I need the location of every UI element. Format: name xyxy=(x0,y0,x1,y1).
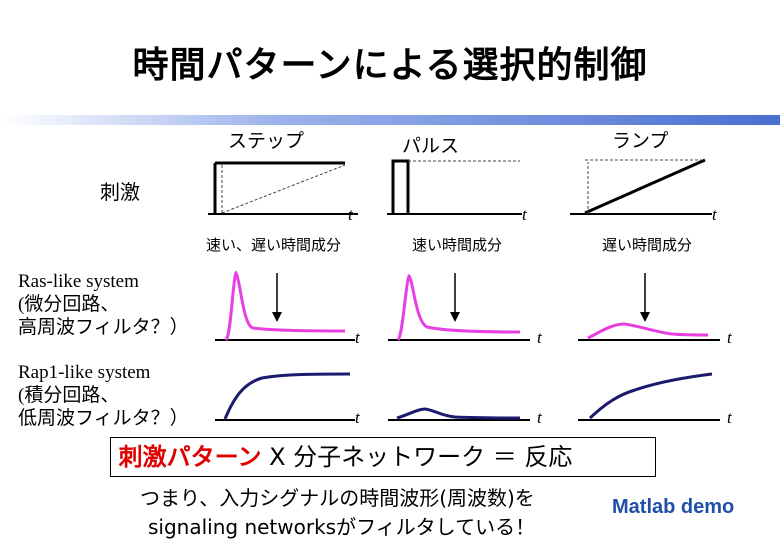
pulse-speed-label: 速い時間成分 xyxy=(412,236,503,254)
header-bar xyxy=(0,115,780,125)
ras-row-label: Ras-like system (微分回路、 高周波フィルタ？） xyxy=(18,271,189,338)
t-label: t xyxy=(355,328,360,347)
arrow-step xyxy=(272,273,282,322)
ramp-speed-label: 遅い時間成分 xyxy=(602,236,693,254)
rap1-row-label: Rap1-like system (積分回路、 低周波フィルタ？） xyxy=(18,362,189,429)
ras-step-response xyxy=(215,270,355,342)
arrow-pulse xyxy=(450,273,460,322)
rap1-ramp-response xyxy=(578,372,720,421)
ras-ramp-response xyxy=(578,322,720,341)
t-label: t xyxy=(537,328,542,347)
t-label: t xyxy=(522,205,527,224)
arrow-ramp xyxy=(640,273,650,322)
page-title: 時間パターンによる選択的制御 xyxy=(132,45,648,86)
matlab-demo-label: Matlab demo xyxy=(612,496,735,518)
formula-rest: X 分子ネットワーク ＝ 反応 xyxy=(261,443,573,471)
formula-stimulus-pattern: 刺激パターン xyxy=(118,443,262,471)
summary-line-2: signaling networksがフィルタしている！ xyxy=(148,515,536,539)
t-label: t xyxy=(727,408,732,427)
t-label: t xyxy=(355,408,360,427)
column-ramp-title: ランプ xyxy=(612,130,669,152)
t-label: t xyxy=(727,328,732,347)
summary-line-1: つまり、入力シグナルの時間波形(周波数)を xyxy=(140,486,535,510)
step-speed-label: 速い、遅い時間成分 xyxy=(206,236,342,254)
rap1-step-response xyxy=(215,372,355,421)
formula-box: 刺激パターン X 分子ネットワーク ＝ 反応 xyxy=(110,437,656,477)
t-label: t xyxy=(537,408,542,427)
column-pulse-title: パルス xyxy=(402,135,460,157)
column-step-title: ステップ xyxy=(228,130,305,152)
stimulus-label: 刺激 xyxy=(100,180,140,204)
stimulus-step-graph xyxy=(208,161,358,215)
t-label: t xyxy=(348,205,353,224)
t-label: t xyxy=(712,205,717,224)
ras-pulse-response xyxy=(388,273,530,342)
stimulus-ramp-graph xyxy=(570,158,712,215)
rap1-pulse-response xyxy=(388,407,530,421)
stimulus-pulse-graph xyxy=(387,159,522,215)
